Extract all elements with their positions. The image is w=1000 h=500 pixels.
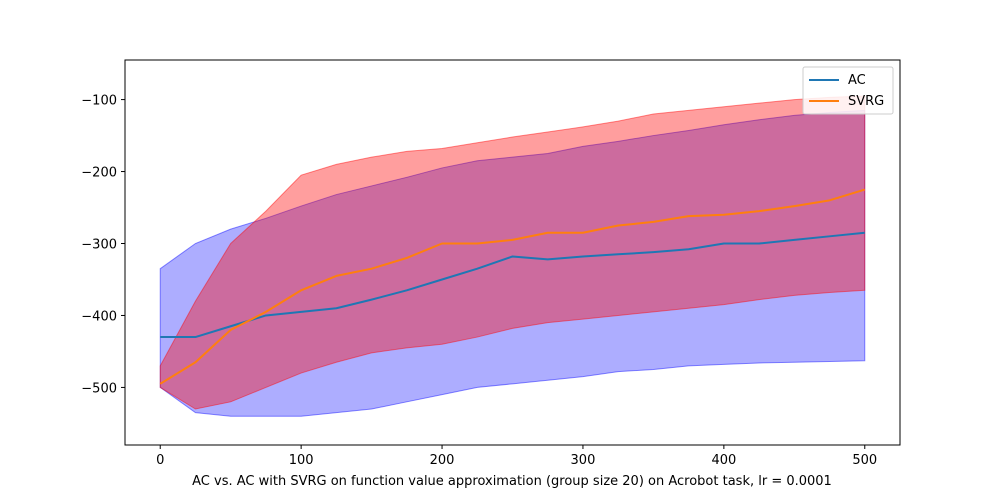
plot-frame bbox=[124, 59, 901, 446]
band-ac bbox=[159, 109, 866, 417]
y-tick-label: −200 bbox=[81, 166, 117, 181]
band-svrg bbox=[159, 95, 866, 410]
x-tick-label: 500 bbox=[852, 453, 877, 468]
x-tick-label: 400 bbox=[711, 453, 736, 468]
legend-box bbox=[802, 66, 894, 115]
legend-label-svrg: SVRG bbox=[848, 94, 884, 109]
legend: AC SVRG bbox=[802, 66, 894, 115]
series-lines bbox=[159, 188, 866, 385]
confidence-bands bbox=[159, 95, 866, 417]
chart-caption: AC vs. AC with SVRG on function value ap… bbox=[192, 474, 832, 489]
x-tick-label: 0 bbox=[156, 453, 164, 468]
legend-label-ac: AC bbox=[848, 73, 866, 88]
y-axis-ticks: −500 −400 −300 −200 −100 bbox=[81, 94, 125, 396]
line-svrg bbox=[159, 188, 866, 385]
x-tick-label: 200 bbox=[430, 453, 455, 468]
x-tick-label: 100 bbox=[289, 453, 314, 468]
y-tick-label: −100 bbox=[81, 94, 117, 109]
x-tick-label: 300 bbox=[571, 453, 596, 468]
line-ac bbox=[160, 231, 865, 339]
y-tick-label: −400 bbox=[81, 309, 117, 324]
y-tick-label: −500 bbox=[81, 381, 117, 396]
y-tick-label: −300 bbox=[81, 238, 117, 253]
x-axis-ticks: 0 100 200 300 400 500 bbox=[156, 445, 877, 468]
